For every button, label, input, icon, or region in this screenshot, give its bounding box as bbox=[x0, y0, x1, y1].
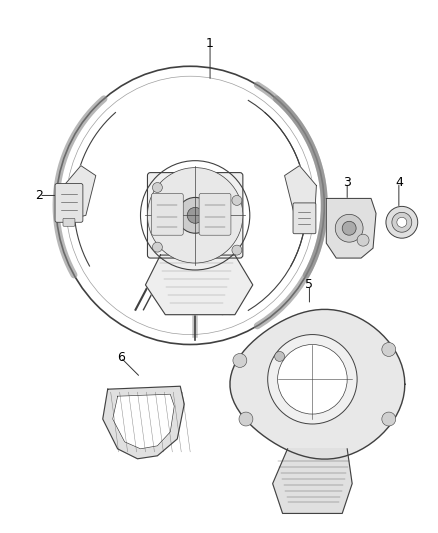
Text: 4: 4 bbox=[395, 176, 403, 189]
Circle shape bbox=[148, 168, 243, 263]
Polygon shape bbox=[64, 166, 96, 220]
Circle shape bbox=[239, 412, 253, 426]
Circle shape bbox=[357, 234, 369, 246]
Circle shape bbox=[177, 197, 213, 233]
Circle shape bbox=[233, 353, 247, 367]
Text: 5: 5 bbox=[305, 278, 314, 292]
Polygon shape bbox=[273, 449, 352, 513]
Circle shape bbox=[275, 351, 285, 361]
Polygon shape bbox=[285, 166, 316, 220]
Circle shape bbox=[342, 221, 356, 235]
FancyBboxPatch shape bbox=[152, 193, 183, 235]
Circle shape bbox=[152, 242, 162, 252]
Circle shape bbox=[392, 212, 412, 232]
FancyBboxPatch shape bbox=[148, 173, 243, 258]
FancyBboxPatch shape bbox=[63, 219, 75, 226]
FancyBboxPatch shape bbox=[199, 193, 231, 235]
Circle shape bbox=[382, 412, 396, 426]
Text: 2: 2 bbox=[35, 189, 43, 202]
FancyBboxPatch shape bbox=[293, 203, 316, 233]
Polygon shape bbox=[103, 386, 184, 459]
Polygon shape bbox=[113, 394, 174, 449]
Polygon shape bbox=[145, 255, 253, 314]
Text: 6: 6 bbox=[117, 351, 124, 364]
Polygon shape bbox=[326, 198, 376, 258]
Circle shape bbox=[268, 335, 357, 424]
Circle shape bbox=[397, 217, 407, 227]
Circle shape bbox=[232, 245, 242, 255]
Circle shape bbox=[382, 343, 396, 357]
Circle shape bbox=[278, 344, 347, 414]
Circle shape bbox=[335, 214, 363, 242]
Text: 2: 2 bbox=[297, 176, 305, 189]
Circle shape bbox=[152, 182, 162, 192]
Polygon shape bbox=[230, 310, 405, 459]
Text: 3: 3 bbox=[343, 176, 351, 189]
Circle shape bbox=[187, 207, 203, 223]
FancyBboxPatch shape bbox=[55, 183, 83, 222]
Circle shape bbox=[386, 206, 418, 238]
Text: 1: 1 bbox=[206, 37, 214, 50]
Circle shape bbox=[232, 196, 242, 205]
